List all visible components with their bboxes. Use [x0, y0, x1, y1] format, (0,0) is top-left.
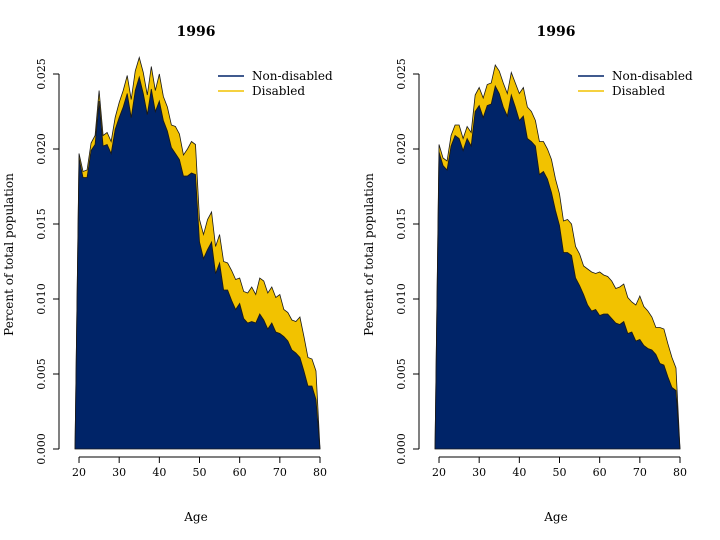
- x-tick-label: 40: [152, 466, 166, 479]
- legend-label: Disabled: [612, 84, 665, 98]
- x-tick-label: 80: [313, 466, 327, 479]
- x-axis-label: Age: [543, 510, 567, 524]
- area-series-non-disabled: [74, 75, 321, 450]
- x-tick-label: 50: [553, 466, 567, 479]
- y-axis-label: Percent of total population: [2, 173, 16, 336]
- legend-label: Disabled: [252, 84, 305, 98]
- x-tick-label: 20: [432, 466, 446, 479]
- y-tick-label: 0.025: [395, 58, 408, 90]
- chart-title: 1996: [537, 24, 576, 40]
- y-tick-label: 0.025: [35, 58, 48, 90]
- x-axis-label: Age: [183, 510, 207, 524]
- y-tick-label: 0.015: [35, 208, 48, 240]
- x-tick-label: 30: [472, 466, 486, 479]
- chart-panel-right: 1996 20 30 40 50 60 70 80 Age 0.000 0.005 0.010 0.01…: [362, 24, 693, 524]
- x-tick-label: 60: [233, 466, 247, 479]
- area-series-disabled: [74, 56, 321, 450]
- x-tick-label: 70: [273, 466, 287, 479]
- y-tick-label: 0.020: [35, 133, 48, 165]
- x-tick-label: 60: [593, 466, 607, 479]
- chart-panel-left: 1996 20 30 40 50 60 70 80 Age 0.000 0.005 0.010 0.01…: [2, 24, 333, 524]
- y-tick-label: 0.015: [395, 208, 408, 240]
- y-tick-label: 0.005: [395, 358, 408, 390]
- x-tick-label: 70: [633, 466, 647, 479]
- y-tick-label: 0.010: [35, 283, 48, 315]
- y-tick-label: 0.000: [395, 433, 408, 465]
- legend-label: Non-disabled: [252, 69, 333, 83]
- x-tick-label: 30: [112, 466, 126, 479]
- x-tick-label: 50: [193, 466, 207, 479]
- y-tick-label: 0.010: [395, 283, 408, 315]
- area-series-disabled: [434, 64, 681, 450]
- x-tick-label: 20: [72, 466, 86, 479]
- x-tick-label: 40: [512, 466, 526, 479]
- chart-title: 1996: [177, 24, 216, 40]
- y-tick-label: 0.000: [35, 433, 48, 465]
- legend-label: Non-disabled: [612, 69, 693, 83]
- x-tick-label: 80: [673, 466, 687, 479]
- y-tick-label: 0.020: [395, 133, 408, 165]
- y-axis-label: Percent of total population: [362, 173, 376, 336]
- y-tick-label: 0.005: [35, 358, 48, 390]
